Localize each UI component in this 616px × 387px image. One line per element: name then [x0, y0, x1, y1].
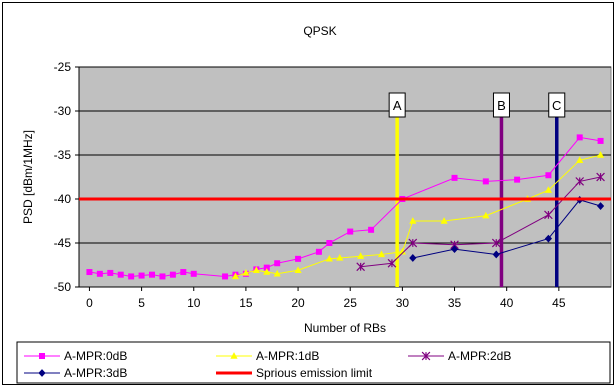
data-point: [190, 270, 197, 277]
data-point: [180, 269, 187, 276]
y-tick-label: -40: [54, 192, 72, 206]
legend-label: A-MPR:3dB: [64, 366, 127, 380]
legend-swatch-marker: [230, 352, 238, 359]
legend-label: Sprious emission limit: [256, 366, 373, 380]
x-tick-label: 40: [500, 296, 514, 310]
data-point: [450, 245, 459, 254]
y-tick-label: -30: [54, 104, 72, 118]
data-point: [86, 269, 93, 276]
y-tick-label: -35: [54, 148, 72, 162]
data-point: [451, 174, 458, 181]
vline-label: B: [497, 98, 506, 113]
legend-label: A-MPR:0dB: [64, 349, 127, 363]
data-point: [544, 186, 553, 193]
data-point: [222, 273, 229, 280]
y-tick-label: -45: [54, 236, 72, 250]
x-tick-label: 25: [344, 296, 358, 310]
data-point: [387, 258, 397, 268]
y-tick-label: -50: [54, 280, 72, 294]
data-point: [596, 151, 605, 158]
x-tick-label: 45: [552, 296, 566, 310]
data-point: [368, 226, 375, 233]
data-point: [117, 271, 124, 278]
data-point: [347, 228, 354, 235]
data-point: [597, 137, 604, 144]
x-tick-label: 35: [448, 296, 462, 310]
data-point: [398, 247, 406, 255]
data-point: [169, 271, 176, 278]
data-point: [263, 268, 271, 275]
marker-lines: A B C: [388, 92, 566, 287]
series-group: [79, 134, 611, 280]
data-point: [315, 248, 322, 255]
plot-area: [78, 66, 612, 288]
x-tick-label: 10: [187, 296, 201, 310]
data-point: [409, 217, 417, 224]
y-axis-label: PSD [dBm/1MHz]: [21, 130, 35, 224]
vline-label: A: [393, 98, 402, 113]
data-point: [482, 211, 490, 219]
series-line-4: [412, 199, 601, 259]
x-tick-label: 15: [239, 296, 253, 310]
data-point: [544, 234, 553, 243]
data-point: [252, 266, 260, 273]
chart-title: QPSK: [303, 24, 336, 38]
data-point: [274, 260, 281, 267]
vline-label: C: [552, 98, 561, 113]
data-point: [149, 271, 156, 278]
legend-label: A-MPR:2dB: [448, 349, 511, 363]
data-point: [336, 254, 344, 261]
data-point: [514, 176, 521, 183]
data-point: [492, 250, 500, 259]
data-point: [377, 250, 386, 258]
data-point: [545, 172, 552, 179]
legend-label: A-MPR:1dB: [256, 349, 319, 363]
data-point: [408, 238, 418, 248]
vline-label-box: [548, 92, 566, 118]
legend-swatch-marker: [38, 369, 46, 377]
legend: [16, 341, 611, 384]
data-point: [575, 177, 585, 186]
x-tick-label: 0: [86, 296, 93, 310]
vline-label-box: [492, 92, 510, 118]
vline-label-box: [388, 92, 406, 118]
data-point: [326, 240, 333, 246]
legend-swatch-marker: [39, 353, 45, 359]
data-point: [596, 172, 605, 182]
data-point: [491, 238, 501, 248]
data-point: [96, 270, 103, 277]
data-point: [544, 210, 553, 220]
x-tick-label: 5: [138, 296, 145, 310]
data-point: [482, 178, 489, 185]
data-point: [576, 134, 583, 141]
data-point: [596, 202, 605, 210]
data-point: [295, 255, 302, 262]
legend-swatch-marker: [421, 351, 431, 361]
data-point: [440, 217, 448, 224]
legend-items: A-MPR:0dB A-MPR:1dB A-MPR:2dB A-MPR:3dB Spri…: [24, 349, 511, 380]
x-axis-label: Number of RBs: [304, 321, 386, 335]
data-point: [325, 254, 333, 262]
x-tick-label: 30: [396, 296, 410, 310]
data-point: [576, 156, 584, 163]
data-point: [356, 262, 365, 272]
axes: -25 -30 -35 -40 -45 -50 0 5 10 15 20 25 30 35 40 45: [54, 60, 611, 310]
data-point: [107, 269, 114, 276]
data-point: [263, 264, 270, 271]
data-point: [128, 273, 135, 280]
x-tick-label: 20: [291, 296, 305, 310]
data-point: [138, 272, 145, 279]
y-tick-label: -25: [54, 60, 72, 74]
data-point: [231, 272, 240, 280]
data-point: [159, 273, 166, 280]
data-point: [294, 266, 302, 273]
data-point: [357, 252, 365, 259]
data-point: [242, 269, 250, 276]
data-point: [273, 269, 281, 277]
data-point: [409, 254, 417, 262]
